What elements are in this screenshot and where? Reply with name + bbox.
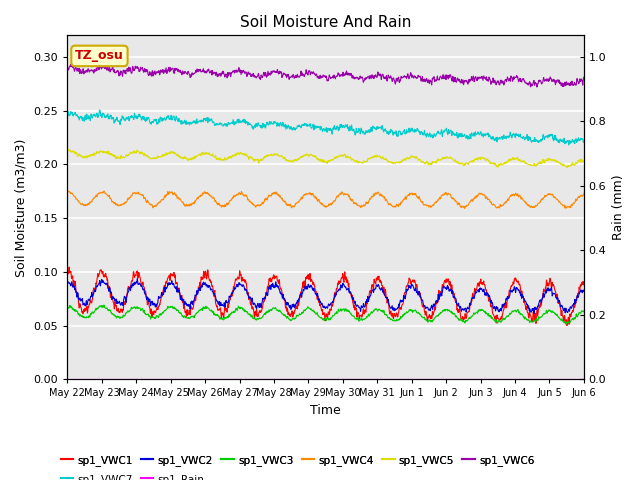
Legend: sp1_VWC7, sp1_Rain: sp1_VWC7, sp1_Rain bbox=[56, 470, 209, 480]
Legend: sp1_VWC1, sp1_VWC2, sp1_VWC3, sp1_VWC4, sp1_VWC5, sp1_VWC6: sp1_VWC1, sp1_VWC2, sp1_VWC3, sp1_VWC4, … bbox=[56, 451, 539, 470]
X-axis label: Time: Time bbox=[310, 404, 341, 417]
Text: TZ_osu: TZ_osu bbox=[75, 49, 124, 62]
Title: Soil Moisture And Rain: Soil Moisture And Rain bbox=[240, 15, 412, 30]
Y-axis label: Rain (mm): Rain (mm) bbox=[612, 175, 625, 240]
Y-axis label: Soil Moisture (m3/m3): Soil Moisture (m3/m3) bbox=[15, 138, 28, 276]
